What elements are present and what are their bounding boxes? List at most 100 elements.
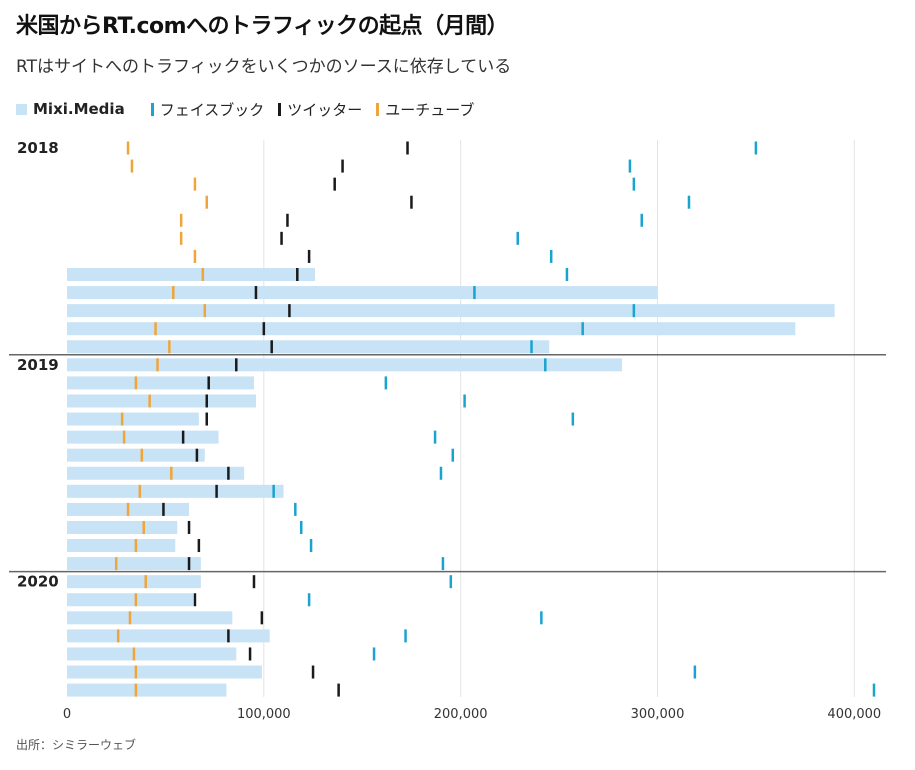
chart-title: 米国からRT.comへのトラフィックの起点（月間） [16, 14, 509, 39]
tick-facebook-2 [632, 177, 636, 191]
chart-subtitle: RTはサイトへのトラフィックをいくつかのソースに依存している [16, 57, 512, 77]
bar-mixi-28 [67, 647, 237, 661]
tick-youtube-4 [179, 213, 183, 227]
bar-mixi-24 [67, 575, 201, 589]
tick-facebook-3 [687, 195, 691, 209]
tick-facebook-10 [581, 322, 584, 336]
tick-youtube-6 [193, 249, 197, 263]
tick-youtube-25 [134, 593, 138, 607]
tick-youtube-19 [138, 484, 142, 498]
tick-twitter-28 [248, 647, 252, 661]
bar-mixi-16 [67, 430, 219, 444]
bar-mixi-17 [67, 448, 205, 462]
tick-twitter-0 [406, 141, 409, 155]
tick-facebook-8 [473, 286, 476, 300]
tick-twitter-8 [254, 286, 258, 300]
legend-item-facebook: フェイスブック [137, 99, 265, 120]
tick-facebook-7 [565, 267, 569, 281]
bar-mixi-12 [67, 358, 623, 372]
bar-mixi-21 [67, 520, 178, 534]
tick-youtube-14 [148, 394, 151, 408]
bar-mixi-13 [67, 376, 254, 390]
tick-youtube-22 [134, 539, 138, 553]
year-label-2019: 2019 [17, 356, 59, 374]
legend-label-facebook: フェイスブック [159, 100, 265, 119]
tick-twitter-30 [337, 683, 340, 697]
tick-youtube-27 [116, 629, 120, 643]
bar-mixi-11 [67, 340, 550, 354]
tick-twitter-18 [227, 466, 230, 480]
tick-facebook-22 [309, 539, 313, 553]
tick-facebook-1 [628, 159, 632, 173]
legend-swatch-mixi [16, 103, 27, 115]
tick-facebook-16 [433, 430, 437, 444]
tick-twitter-22 [197, 539, 201, 553]
x-tick-label-2: 200,000 [434, 707, 488, 722]
tick-facebook-17 [451, 448, 455, 462]
tick-youtube-20 [126, 502, 130, 516]
tick-youtube-26 [128, 611, 132, 625]
legend-tick-youtube [376, 102, 380, 116]
x-tick-label-4: 400,000 [827, 707, 881, 722]
tick-twitter-2 [333, 177, 336, 191]
tick-twitter-29 [311, 665, 315, 679]
year-label-2020: 2020 [17, 573, 59, 591]
tick-facebook-21 [299, 520, 303, 534]
tick-facebook-30 [872, 683, 876, 697]
tick-twitter-11 [270, 340, 273, 354]
bar-mixi-19 [67, 484, 284, 498]
tick-youtube-28 [132, 647, 136, 661]
tick-youtube-13 [134, 376, 138, 390]
bar-mixi-26 [67, 611, 233, 625]
tick-youtube-2 [193, 177, 197, 191]
tick-facebook-9 [632, 304, 636, 318]
bar-mixi-8 [67, 286, 658, 300]
tick-youtube-11 [168, 340, 171, 354]
legend-label-mixi: Mixi.Media [33, 100, 125, 118]
x-tick-label-1: 100,000 [237, 707, 291, 722]
tick-twitter-23 [187, 557, 191, 571]
year-label-2018: 2018 [17, 139, 59, 157]
tick-twitter-17 [195, 448, 199, 462]
tick-facebook-4 [640, 213, 643, 227]
tick-facebook-18 [439, 466, 443, 480]
x-tick-label-0: 0 [63, 707, 71, 722]
tick-youtube-23 [114, 557, 118, 571]
tick-twitter-21 [187, 520, 191, 534]
bar-mixi-22 [67, 539, 176, 553]
tick-facebook-29 [693, 665, 697, 679]
tick-youtube-0 [126, 141, 130, 155]
tick-youtube-12 [156, 358, 159, 372]
bar-mixi-29 [67, 665, 262, 679]
tick-twitter-3 [410, 195, 413, 209]
bar-mixi-9 [67, 304, 835, 318]
tick-twitter-5 [280, 231, 283, 245]
tick-twitter-4 [286, 213, 289, 227]
bar-mixi-23 [67, 557, 201, 571]
tick-twitter-24 [252, 575, 256, 589]
tick-twitter-7 [296, 267, 299, 281]
tick-youtube-3 [205, 195, 208, 209]
tick-twitter-25 [193, 593, 197, 607]
tick-youtube-30 [134, 683, 138, 697]
tick-twitter-1 [341, 159, 344, 173]
tick-twitter-13 [207, 376, 210, 390]
legend-label-twitter: ツイッター [287, 100, 363, 119]
tick-youtube-24 [144, 575, 147, 589]
tick-youtube-16 [122, 430, 126, 444]
tick-youtube-17 [140, 448, 144, 462]
tick-youtube-18 [170, 466, 173, 480]
tick-facebook-12 [544, 358, 547, 372]
tick-youtube-5 [179, 231, 183, 245]
legend: Mixi.Media フェイスブック ツイッター ユーチューブ [16, 99, 486, 119]
tick-youtube-7 [201, 267, 205, 281]
tick-twitter-16 [181, 430, 185, 444]
legend-tick-twitter [278, 102, 282, 116]
tick-facebook-28 [372, 647, 376, 661]
tick-facebook-13 [384, 376, 388, 390]
x-tick-label-3: 300,000 [631, 707, 685, 722]
bar-mixi-7 [67, 267, 316, 281]
tick-youtube-21 [142, 520, 146, 534]
tick-youtube-9 [203, 304, 207, 318]
